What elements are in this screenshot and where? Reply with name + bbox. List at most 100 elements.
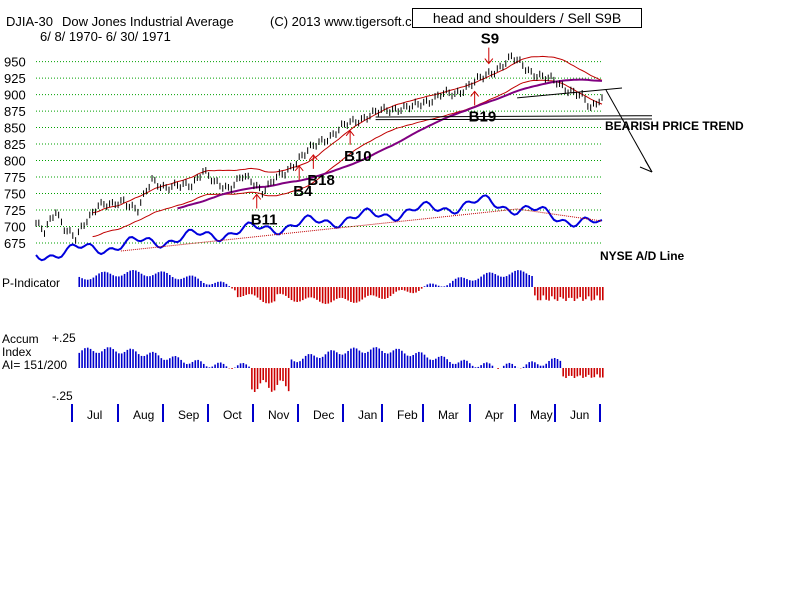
- y-tick-label: 675: [4, 236, 26, 251]
- p-indicator-bar: [440, 286, 443, 287]
- accum-bar: [126, 349, 129, 368]
- accum-bar: [185, 364, 188, 368]
- accum-bar: [505, 363, 508, 368]
- p-indicator-bar: [446, 285, 448, 287]
- accum-bar: [398, 348, 400, 368]
- p-indicator-bar: [369, 287, 372, 296]
- p-indicator-bar: [548, 287, 550, 301]
- p-indicator-bar: [180, 278, 182, 287]
- accum-bar: [508, 362, 511, 368]
- accum-bar: [545, 363, 547, 368]
- accum-bar: [273, 368, 276, 391]
- accum-bar: [242, 363, 245, 368]
- accum-bar: [95, 352, 98, 368]
- accum-bar: [225, 366, 228, 368]
- p-indicator-bar: [106, 272, 109, 287]
- p-indicator-bar: [197, 278, 199, 287]
- p-indicator-bar: [367, 287, 369, 296]
- p-indicator-bar: [471, 280, 474, 287]
- p-indicator-bar: [160, 271, 163, 287]
- signal-label: B19: [469, 108, 497, 125]
- accum-bar: [551, 358, 553, 368]
- accum-bar: [270, 368, 273, 392]
- accum-bar: [180, 359, 182, 368]
- p-indicator-bar: [420, 287, 423, 289]
- ad-line-layer: NYSE A/D Line: [35, 194, 685, 263]
- p-indicator-bar: [517, 270, 519, 287]
- p-indicator-bar: [319, 287, 321, 302]
- p-indicator-bar: [585, 287, 587, 300]
- accum-bar: [333, 350, 335, 368]
- p-indicator-bar: [200, 280, 202, 287]
- p-indicator-bar: [103, 271, 106, 287]
- p-indicator-bar: [245, 287, 248, 295]
- accum-bar: [596, 368, 598, 375]
- p-indicator-bar: [386, 287, 389, 298]
- p-indicator-bar: [596, 287, 598, 296]
- accum-bar: [463, 359, 465, 368]
- accum-bar: [132, 349, 134, 368]
- p-indicator-bar: [384, 287, 386, 299]
- accum-bar: [103, 348, 106, 368]
- p-indicator-bar: [95, 275, 98, 287]
- p-indicator-bar: [488, 272, 491, 287]
- accum-bar: [497, 368, 499, 369]
- p-indicator-bar: [415, 287, 417, 293]
- signal-label: S9: [481, 31, 499, 48]
- accum-bar: [268, 368, 270, 388]
- accum-bar: [299, 361, 301, 368]
- accum-bar: [344, 353, 347, 368]
- accum-bar: [491, 365, 494, 368]
- p-indicator-bar: [310, 287, 313, 298]
- buy-arrow-head: [470, 90, 480, 97]
- month-label: Jun: [570, 408, 589, 422]
- p-indicator-bar: [602, 287, 604, 301]
- p-indicator-bar: [316, 287, 318, 300]
- p-indicator-bar: [330, 287, 332, 303]
- p-indicator-bar: [587, 287, 590, 297]
- date-range: 6/ 8/ 1970- 6/ 30/ 1971: [40, 29, 171, 44]
- accum-bar: [313, 355, 315, 368]
- accum-bar: [92, 351, 95, 368]
- p-indicator-bar: [205, 284, 208, 287]
- accum-bar: [539, 365, 542, 368]
- accum-bar: [304, 355, 307, 368]
- accum-bar: [129, 348, 131, 368]
- accum-bar: [84, 348, 86, 368]
- p-indicator-bar: [171, 277, 174, 287]
- signal-label: B11: [251, 211, 278, 228]
- accum-bar: [86, 347, 89, 368]
- p-indicator-bar: [335, 287, 338, 299]
- accum-bar: [324, 354, 327, 368]
- p-indicator-bar: [460, 277, 463, 287]
- p-indicator-bar: [273, 287, 276, 302]
- p-indicator-bar: [432, 283, 434, 287]
- p-indicator-bar: [299, 287, 301, 302]
- p-indicator-bar: [361, 287, 364, 300]
- p-indicator-bar: [505, 276, 508, 287]
- accum-bar: [327, 351, 330, 368]
- accum-bar: [89, 348, 92, 368]
- p-indicator-bar: [86, 279, 89, 287]
- accum-bar: [570, 368, 573, 376]
- y-tick-label: 950: [4, 55, 26, 70]
- accum-bar: [123, 351, 126, 368]
- accum-bar: [338, 354, 341, 368]
- accum-bar: [435, 358, 437, 368]
- accum-bar: [307, 354, 310, 368]
- accum-bar: [293, 361, 296, 368]
- accum-bar: [409, 356, 412, 368]
- p-indicator-bar: [423, 286, 426, 287]
- p-indicator-layer: P-Indicator: [2, 270, 604, 304]
- p-indicator-bar: [497, 275, 499, 287]
- month-label: Mar: [438, 408, 459, 422]
- buy-arrow-head: [308, 154, 318, 161]
- accum-bar: [511, 363, 514, 368]
- p-indicator-bar: [279, 287, 281, 294]
- p-indicator-bar: [559, 287, 562, 298]
- p-indicator-bar: [228, 286, 231, 287]
- bearish-arrow-head: [639, 166, 653, 173]
- p-indicator-bar: [112, 275, 115, 287]
